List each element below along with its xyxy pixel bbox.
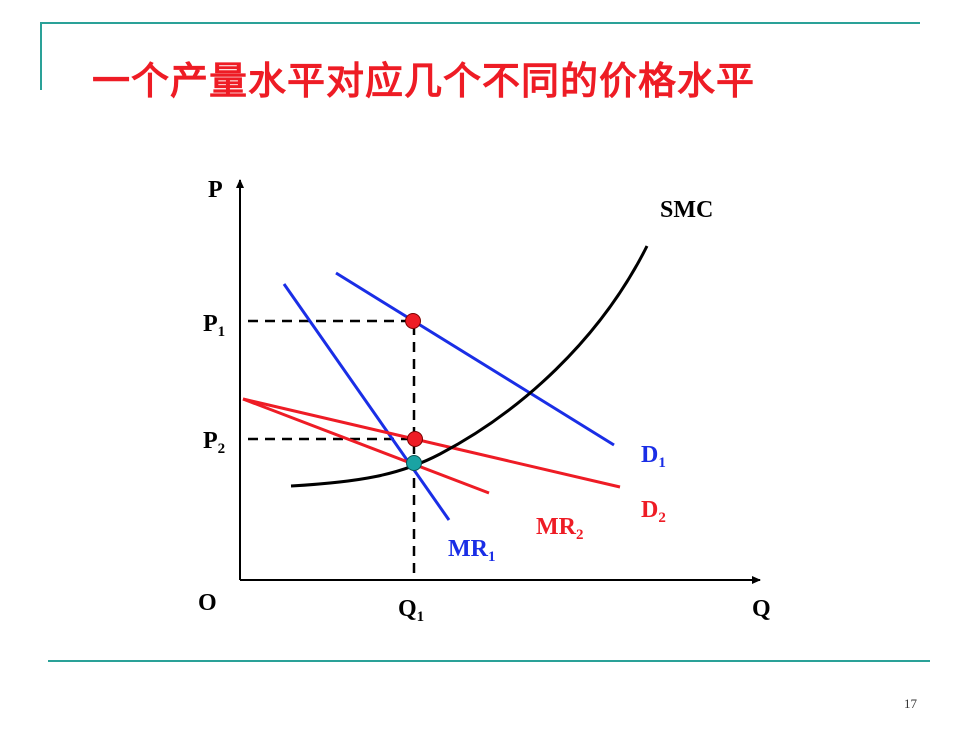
x-axis-label: Q [752, 596, 771, 622]
point-p1-d1 [405, 313, 421, 329]
mr2-label: MR2 [536, 514, 583, 543]
y-axis-label: P [208, 177, 223, 203]
footer-divider [48, 660, 930, 662]
d2-line [242, 397, 621, 489]
p2-label: P2 [203, 428, 225, 457]
mr2-line [242, 397, 490, 495]
q1-label: Q1 [398, 596, 424, 625]
origin-label: O [198, 590, 217, 616]
frame-left-border [40, 22, 42, 90]
mr1-line [282, 283, 451, 521]
point-equilibrium [406, 455, 422, 471]
point-p2-d2 [407, 431, 423, 447]
p1-label: P1 [203, 311, 225, 340]
d1-label: D1 [641, 442, 666, 471]
mr1-label: MR1 [448, 536, 495, 565]
smc-curve [290, 245, 649, 488]
slide-title: 一个产量水平对应几个不同的价格水平 [92, 59, 756, 103]
smc-label: SMC [660, 197, 713, 223]
d2-label: D2 [641, 497, 666, 526]
d1-line [335, 271, 615, 447]
frame-top-border [40, 22, 920, 24]
page-number: 17 [904, 696, 917, 711]
